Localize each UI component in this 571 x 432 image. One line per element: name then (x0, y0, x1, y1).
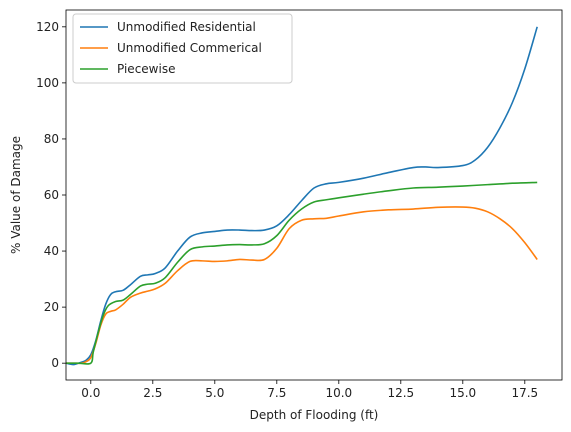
series-line-1 (65, 26, 538, 366)
legend: Unmodified Residential Unmodified Commeri… (72, 13, 293, 84)
y-tick-label: 20 (44, 300, 59, 314)
legend-box (72, 13, 293, 84)
legend-label: Unmodified Commerical (117, 41, 262, 55)
y-tick-label: 60 (44, 188, 59, 202)
x-tick-label: 15.0 (449, 386, 476, 400)
y-tick-label: 100 (36, 76, 59, 90)
legend-label: Piecewise (117, 62, 175, 76)
x-tick-label: 2.5 (143, 386, 162, 400)
x-tick-label: 10.0 (325, 386, 352, 400)
y-tick-label: 0 (51, 356, 59, 370)
x-tick-label: 17.5 (511, 386, 538, 400)
x-axis-label: Depth of Flooding (ft) (250, 408, 379, 422)
y-tick-label: 80 (44, 132, 59, 146)
y-tick-label: 40 (44, 244, 59, 258)
x-axis-ticks: 0.0 2.5 5.0 7.5 10.0 12.5 15.0 17.5 (81, 380, 538, 400)
series-line-3 (66, 181, 538, 365)
y-axis-ticks: 0 20 40 60 80 100 120 (36, 20, 66, 370)
series-line-2 (66, 206, 538, 365)
x-tick-label: 5.0 (205, 386, 224, 400)
x-tick-label: 0.0 (81, 386, 100, 400)
legend-label: Unmodified Residential (117, 20, 256, 34)
y-axis-label: % Value of Damage (9, 136, 23, 254)
series-layer (65, 26, 538, 366)
x-tick-label: 7.5 (267, 386, 286, 400)
x-tick-label: 12.5 (387, 386, 414, 400)
y-tick-label: 120 (36, 20, 59, 34)
